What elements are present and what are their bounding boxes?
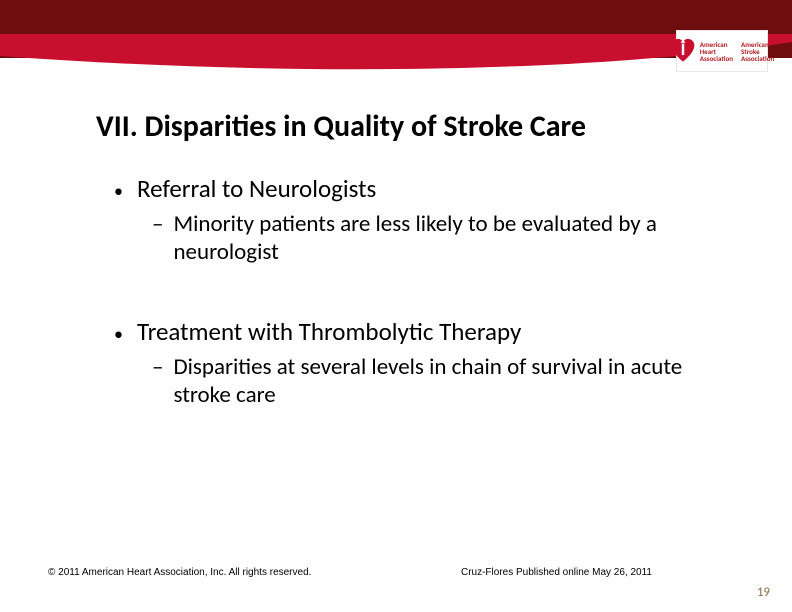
bullet-marker: • — [114, 179, 123, 204]
content-area: VII. Disparities in Quality of Stroke Ca… — [96, 108, 696, 421]
page-number: 19 — [757, 585, 770, 600]
bullet-text: Minority patients are less likely to be … — [173, 210, 696, 266]
bullet-marker: • — [114, 322, 123, 347]
bullet-marker: – — [152, 210, 163, 238]
bullet-level-1: • Treatment with Thrombolytic Therapy — [114, 316, 696, 347]
bullet-level-1: • Referral to Neurologists — [114, 173, 696, 204]
logo-line: Association — [741, 55, 774, 62]
heart-torch-icon — [670, 38, 696, 64]
bullet-text: Disparities at several levels in chain o… — [173, 353, 696, 409]
bullet-text: Treatment with Thrombolytic Therapy — [137, 316, 521, 347]
logo-text-stroke: American Stroke Association — [741, 41, 774, 62]
slide-title: VII. Disparities in Quality of Stroke Ca… — [96, 108, 696, 145]
logo-text-heart: American Heart Association — [700, 41, 733, 62]
bullet-marker: – — [152, 353, 163, 381]
spacer — [96, 278, 696, 316]
footer-citation: Cruz-Flores Published online May 26, 201… — [461, 567, 652, 578]
bullet-level-2: – Minority patients are less likely to b… — [152, 210, 696, 266]
footer-copyright: © 2011 American Heart Association, Inc. … — [48, 567, 311, 578]
logo-line: Association — [700, 55, 733, 62]
slide: American Heart Association American Stro… — [0, 0, 792, 612]
bullet-text: Referral to Neurologists — [137, 173, 376, 204]
aha-logo: American Heart Association American Stro… — [676, 30, 768, 72]
bullet-level-2: – Disparities at several levels in chain… — [152, 353, 696, 409]
